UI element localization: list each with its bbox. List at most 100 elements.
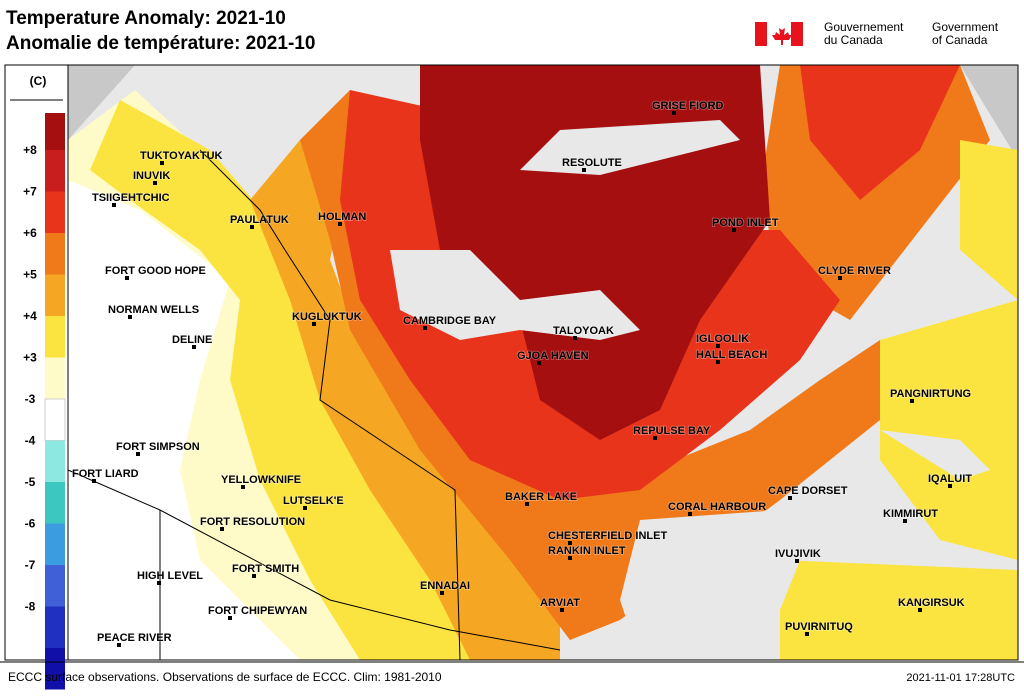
city-dot: [903, 519, 907, 523]
city-dot: [153, 181, 157, 185]
city-dot: [653, 436, 657, 440]
city-label: PAULATUK: [230, 214, 289, 226]
city-label: YELLOWKNIFE: [221, 474, 301, 486]
legend: (C) +8 +7 +6 +5 +4 +3 -3 -4 -5 -6 -7 -8: [4, 64, 69, 690]
legend-label: +3: [23, 351, 37, 365]
city-dot: [795, 559, 799, 563]
city-dot: [228, 616, 232, 620]
city-dot: [910, 399, 914, 403]
city-label: NORMAN WELLS: [108, 304, 199, 316]
city-dot: [303, 506, 307, 510]
city-dot: [788, 496, 792, 500]
city-label: RANKIN INLET: [548, 545, 626, 557]
city-label: KUGLUKTUK: [292, 311, 362, 323]
city-dot: [440, 591, 444, 595]
city-label: FORT SIMPSON: [116, 441, 200, 453]
city-label: TALOYOAK: [553, 325, 614, 337]
canada-flag: [755, 22, 803, 46]
city-dot: [805, 632, 809, 636]
legend-swatch: [45, 316, 65, 358]
city-dot: [525, 502, 529, 506]
city-label: DELINE: [172, 334, 212, 346]
city-label: GJOA HAVEN: [517, 350, 589, 362]
city-label: BAKER LAKE: [505, 491, 577, 503]
city-label: CAMBRIDGE BAY: [403, 315, 497, 327]
city-label: KANGIRSUK: [898, 597, 965, 609]
legend-label: +4: [23, 309, 37, 323]
legend-label: -3: [25, 392, 36, 406]
city-dot: [838, 276, 842, 280]
city-dot: [117, 643, 121, 647]
legend-swatch: [45, 274, 65, 316]
city-label: TUKTOYAKTUK: [140, 150, 223, 162]
subtitle: Anomalie de température: 2021-10: [6, 33, 315, 54]
city-dot: [560, 608, 564, 612]
city-dot: [157, 581, 161, 585]
city-dot: [948, 484, 952, 488]
legend-swatch: [44, 398, 66, 441]
legend-swatch: [45, 233, 65, 275]
city-label: IVUJIVIK: [775, 548, 821, 560]
city-dot: [672, 111, 676, 115]
city-label: FORT LIARD: [72, 468, 139, 480]
legend-label: -5: [25, 475, 36, 489]
city-label: GRISE FIORD: [652, 100, 724, 112]
legend-label: +7: [23, 185, 37, 199]
city-label: CLYDE RIVER: [818, 265, 891, 277]
city-label: CORAL HARBOUR: [668, 501, 766, 513]
city-label: FORT CHIPEWYAN: [208, 605, 307, 617]
city-label: HOLMAN: [318, 211, 366, 223]
city-label: REPULSE BAY: [633, 425, 711, 437]
city-dot: [125, 276, 129, 280]
city-dot: [573, 336, 577, 340]
legend-unit: (C): [30, 74, 47, 88]
city-label: IGLOOLIK: [696, 333, 749, 345]
city-dot: [716, 344, 720, 348]
legend-label: -4: [25, 434, 36, 448]
gov-en: Government: [932, 20, 999, 34]
map: [67, 64, 1019, 661]
footer-timestamp: 2021-11-01 17:28UTC: [906, 672, 1015, 684]
city-label: CAPE DORSET: [768, 485, 848, 497]
city-label: ENNADAI: [420, 580, 470, 592]
city-label: LUTSELK'E: [283, 495, 344, 507]
title: Temperature Anomaly: 2021-10: [6, 8, 286, 29]
city-dot: [160, 161, 164, 165]
city-label: PEACE RIVER: [97, 632, 172, 644]
city-dot: [192, 345, 196, 349]
legend-swatch: [45, 648, 65, 690]
city-label: RESOLUTE: [562, 157, 622, 169]
city-label: HALL BEACH: [696, 349, 767, 361]
city-label: IQALUIT: [928, 473, 972, 485]
city-label: FORT SMITH: [232, 563, 299, 575]
city-dot: [136, 452, 140, 456]
legend-swatch: [45, 565, 65, 607]
city-label: INUVIK: [133, 170, 170, 182]
legend-label: +8: [23, 143, 37, 157]
footer-source: ECCC surface observations. Observations …: [8, 670, 442, 684]
legend-label: +5: [23, 268, 37, 282]
city-dot: [568, 541, 572, 545]
legend-swatch: [45, 113, 65, 150]
legend-swatch: [45, 440, 65, 482]
gov-en: of Canada: [932, 33, 988, 47]
city-dot: [537, 361, 541, 365]
city-dot: [423, 326, 427, 330]
city-dot: [918, 608, 922, 612]
city-dot: [688, 512, 692, 516]
city-dot: [582, 168, 586, 172]
legend-label: -6: [25, 517, 36, 531]
city-label: ARVIAT: [540, 597, 580, 609]
legend-label: -7: [25, 558, 36, 572]
city-label: FORT RESOLUTION: [200, 516, 305, 528]
city-label: KIMMIRUT: [883, 508, 938, 520]
city-dot: [732, 228, 736, 232]
city-dot: [252, 574, 256, 578]
legend-swatch: [45, 523, 65, 565]
city-label: HIGH LEVEL: [137, 570, 203, 582]
city-label: FORT GOOD HOPE: [105, 265, 206, 277]
legend-swatch: [45, 357, 65, 399]
city-dot: [568, 556, 572, 560]
city-dot: [241, 485, 245, 489]
